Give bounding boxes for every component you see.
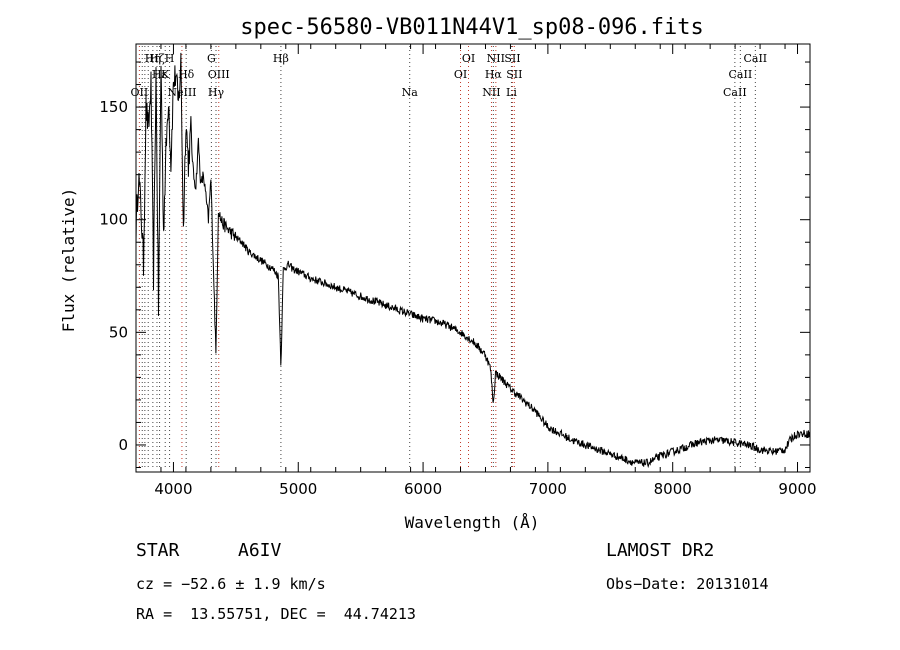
spectral-line-labels: OIIHηHζHεKHHδNeIIIGHγOIIIHβNaOIOINIIHαNI… — [131, 52, 768, 99]
spectral-line-label: OII — [131, 86, 149, 99]
spectral-line-label: Hγ — [208, 86, 225, 99]
x-tick-label: 5000 — [279, 480, 317, 498]
spectral-line-label: Hζ — [149, 52, 165, 65]
spectral-line-label: CaII — [743, 52, 767, 65]
x-tick-label: 8000 — [654, 480, 692, 498]
redshift-info: cz = −52.6 ± 1.9 km/s — [136, 575, 326, 593]
spectral-line-label: SII — [506, 68, 522, 81]
y-tick-label: 0 — [118, 436, 128, 454]
spectral-line-label: Hα — [485, 68, 503, 81]
coordinates: RA = 13.55751, DEC = 44.74213 — [136, 605, 416, 623]
y-axis-label: Flux (relative) — [59, 188, 78, 333]
x-tick-label: 4000 — [154, 480, 192, 498]
spectral-line-label: OIII — [208, 68, 230, 81]
spectral-line-label: NeIII — [167, 86, 196, 99]
spectral-line-label: Hβ — [273, 52, 289, 65]
x-tick-label: 6000 — [404, 480, 442, 498]
spectral-line-label: SII — [504, 52, 520, 65]
spectral-line-label: Hη — [145, 52, 161, 65]
plot-frame — [135, 43, 811, 473]
spectral-line-label: G — [207, 52, 216, 65]
spectral-line-label: Na — [402, 86, 419, 99]
y-tick-label: 50 — [109, 323, 128, 341]
spectral-line-label: Li — [506, 86, 517, 99]
spectral-line-label: H — [165, 52, 175, 65]
spectral-line-label: NII — [487, 52, 505, 65]
object-subclass: A6IV — [238, 540, 282, 561]
spectral-line-label: NII — [482, 86, 500, 99]
object-type: STAR — [136, 540, 180, 561]
x-axis-ticks: 4000 5000 6000 7000 8000 9000 — [135, 44, 817, 498]
spectral-line-label: OI — [454, 68, 467, 81]
spectral-line-label: CaII — [723, 86, 747, 99]
x-axis-label: Wavelength (Å) — [405, 513, 540, 532]
spectral-line-label: K — [161, 68, 170, 81]
spectral-line-label: CaII — [729, 68, 753, 81]
survey-name: LAMOST DR2 — [606, 540, 715, 561]
x-tick-label: 7000 — [529, 480, 567, 498]
y-axis-ticks: 0 50 100 150 — [99, 61, 810, 468]
spectral-line-label: OI — [462, 52, 475, 65]
x-tick-label: 9000 — [778, 480, 816, 498]
y-tick-label: 100 — [99, 211, 128, 229]
chart-title: spec-56580-VB011N44V1_sp08-096.fits — [240, 15, 704, 40]
y-tick-label: 150 — [99, 98, 128, 116]
spectral-line-markers — [138, 46, 756, 470]
spectral-line-label: Hδ — [178, 68, 195, 81]
spectrum-chart: spec-56580-VB011N44V1_sp08-096.fits OII H… — [59, 15, 817, 532]
observation-date: Obs−Date: 20131014 — [606, 575, 769, 593]
spectrum-line — [135, 52, 811, 469]
